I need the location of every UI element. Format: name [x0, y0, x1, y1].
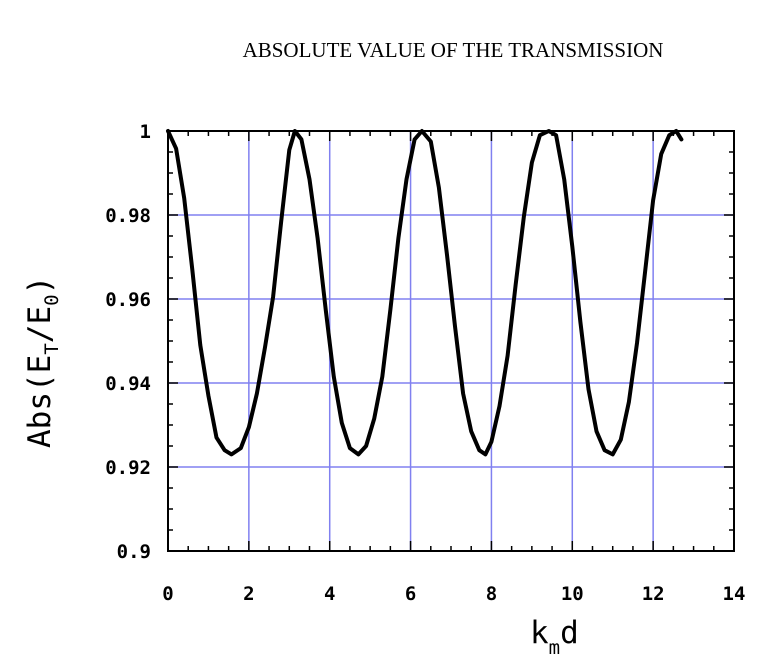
data-point: [522, 215, 526, 219]
data-point: [506, 354, 510, 358]
y-tick-label: 0.98: [105, 205, 151, 227]
y-tick-label: 0.9: [117, 541, 151, 563]
data-point: [469, 429, 473, 433]
y-tick-label: 0.94: [105, 373, 151, 395]
data-point: [372, 417, 376, 421]
data-point: [635, 341, 639, 345]
data-point: [659, 152, 663, 156]
data-point: [413, 137, 417, 141]
series-line: [166, 129, 684, 457]
data-point: [287, 148, 291, 152]
x-tick-label: 2: [243, 583, 254, 605]
data-point: [477, 448, 481, 452]
data-point: [299, 137, 303, 141]
data-point: [255, 391, 259, 396]
data-point: [348, 446, 352, 450]
x-tick-label: 8: [486, 583, 497, 605]
data-point: [674, 129, 678, 133]
data-point: [271, 295, 275, 299]
data-point: [489, 440, 493, 444]
minor-ticks: [167, 130, 735, 552]
data-point: [643, 270, 647, 274]
data-point: [594, 429, 599, 433]
data-point: [190, 268, 194, 272]
data-point: [611, 452, 615, 456]
x-tick-label: 6: [405, 583, 416, 605]
grid: [168, 131, 734, 551]
x-tick-label: 12: [642, 583, 665, 605]
data-point: [651, 198, 655, 202]
data-point: [396, 236, 400, 240]
data-point: [578, 320, 583, 324]
data-point: [214, 436, 219, 440]
x-axis-label: kmd: [530, 615, 579, 659]
chart-title: ABSOLUTE VALUE OF THE TRANSMISSION: [243, 38, 664, 62]
data-point: [627, 400, 631, 404]
data-point: [388, 307, 392, 312]
x-tick-label: 4: [324, 583, 335, 605]
data-point: [356, 452, 360, 456]
data-point: [229, 452, 234, 456]
y-axis-label-prefix: Abs(E: [22, 355, 58, 448]
data-point: [547, 129, 551, 133]
y-axis-label-suffix: ): [22, 276, 58, 295]
data-point: [182, 196, 186, 200]
data-point: [198, 343, 202, 347]
data-point: [420, 129, 424, 133]
data-point: [380, 375, 384, 379]
x-tick-label: 10: [561, 583, 584, 605]
data-point: [514, 282, 518, 286]
data-point: [404, 177, 409, 181]
data-point: [538, 133, 542, 137]
data-point: [453, 324, 457, 328]
data-point: [603, 448, 607, 452]
x-tick-label: 14: [723, 583, 746, 605]
data-point: [445, 253, 449, 257]
plot-frame: [167, 130, 735, 552]
data-point: [239, 446, 243, 450]
data-point: [223, 448, 227, 452]
y-axis-label-mid: /E: [22, 306, 58, 343]
data-point: [174, 147, 178, 151]
x-tick-label: 0: [162, 583, 173, 605]
x-tick-labels: 0 2 4 6 8 10 12 14: [162, 583, 745, 605]
data-point: [562, 177, 566, 181]
data-point: [586, 387, 591, 391]
data-point: [554, 133, 558, 137]
data-point: [570, 244, 574, 249]
data-point: [437, 186, 441, 190]
data-point: [679, 137, 684, 141]
data-point: [429, 139, 433, 144]
data-point: [324, 307, 328, 312]
data-point: [166, 129, 170, 133]
x-axis-label-main: k: [530, 615, 549, 651]
data-point: [364, 444, 368, 448]
data-point: [483, 452, 487, 456]
data-point: [279, 219, 283, 223]
y-tick-label: 0.96: [105, 289, 151, 311]
y-axis-label-sub1: T: [41, 343, 63, 354]
x-axis-label-sub: m: [549, 637, 560, 659]
data-point: [247, 425, 251, 429]
data-point: [530, 160, 534, 165]
y-tick-label: 1: [140, 121, 151, 143]
data-point: [206, 394, 210, 398]
x-axis-label-tail: d: [560, 615, 579, 651]
data-point: [263, 345, 267, 349]
data-point: [316, 236, 320, 240]
data-point: [497, 404, 502, 408]
data-point: [340, 421, 344, 425]
y-tick-label: 0.92: [105, 457, 151, 479]
y-axis-label-sub2: 0: [41, 294, 63, 305]
data-point: [332, 375, 336, 379]
data-point: [293, 129, 297, 133]
y-tick-labels: 0.9 0.92 0.94 0.96 0.98 1: [105, 121, 151, 563]
y-axis-label: Abs(ET/E0): [22, 276, 63, 448]
data-point: [307, 177, 312, 181]
data-point: [619, 438, 623, 442]
series-layer: [166, 129, 684, 457]
data-point: [667, 133, 671, 137]
data-point: [461, 391, 465, 396]
